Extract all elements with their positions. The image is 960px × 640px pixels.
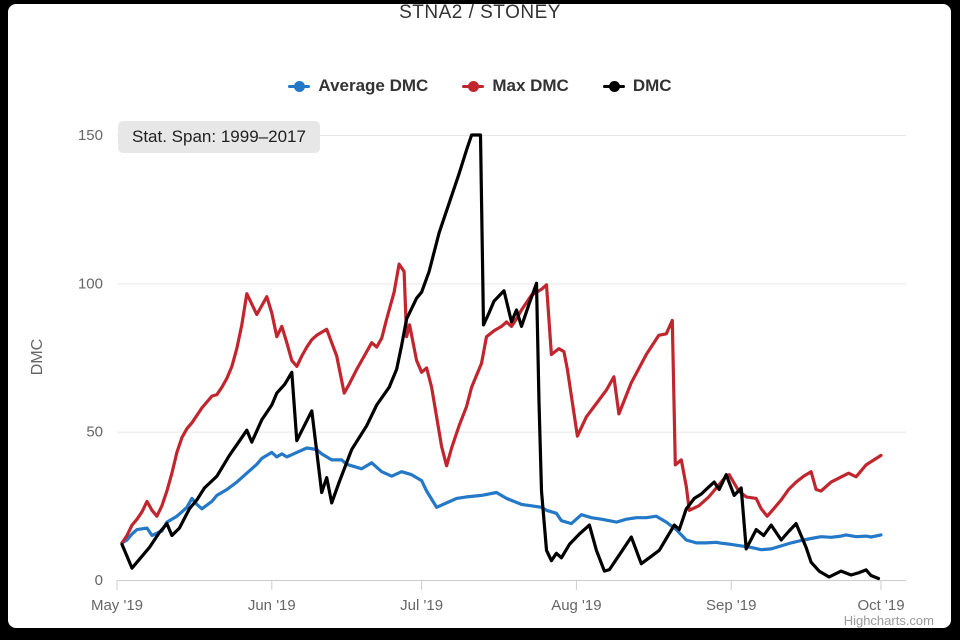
chart-title: STNA2 / STONEY <box>399 2 561 23</box>
legend-marker-icon <box>602 80 625 92</box>
legend-item-label: DMC <box>632 76 672 95</box>
x-axis-tick-label: Aug '19 <box>551 597 601 614</box>
highcharts-credits-link[interactable]: Highcharts.com <box>843 613 934 628</box>
series-line-dmc <box>120 133 881 581</box>
y-axis-tick-label: 0 <box>95 572 103 589</box>
legend-item-label: Max DMC <box>492 76 569 95</box>
legend-marker-icon <box>462 80 485 92</box>
legend-item-label: Average DMC <box>318 76 429 95</box>
stat-span-label: Stat. Span: 1999–2017 <box>118 121 320 153</box>
legend-item-average-dmc[interactable]: Average DMC <box>288 76 428 96</box>
y-axis-tick-label: 100 <box>78 275 103 292</box>
x-axis-tick-label: May '19 <box>91 597 143 614</box>
y-axis-tick-label: 150 <box>78 127 103 144</box>
x-axis-tick-label: Jul '19 <box>400 597 443 614</box>
series-line-max-dmc <box>120 262 883 545</box>
x-axis-tick-label: Jun '19 <box>248 597 296 614</box>
legend: Average DMC Max DMC DMC <box>0 76 960 96</box>
series-line-average-dmc <box>120 446 883 552</box>
legend-marker-icon <box>288 80 311 92</box>
y-axis-tick-label: 50 <box>86 424 103 441</box>
legend-item-max-dmc[interactable]: Max DMC <box>462 76 569 96</box>
legend-item-dmc[interactable]: DMC <box>602 76 672 96</box>
x-axis-tick-label: Oct '19 <box>858 597 905 614</box>
y-axis-title: DMC <box>29 338 46 376</box>
x-axis-tick-label: Sep '19 <box>706 597 756 614</box>
